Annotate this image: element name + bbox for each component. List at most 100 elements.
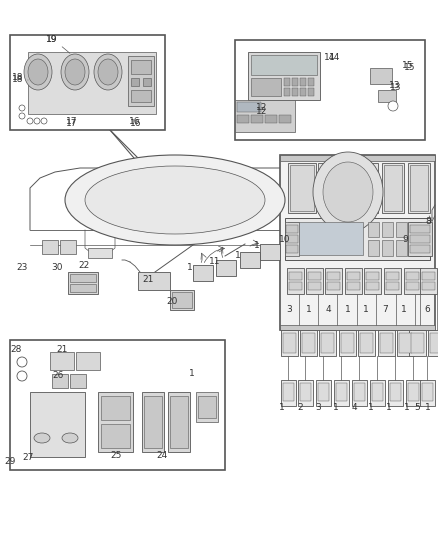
Bar (382, 163, 404, 213)
Bar (408, 163, 430, 213)
Text: 15: 15 (404, 62, 416, 71)
Text: 16: 16 (130, 119, 142, 128)
Bar (308, 272, 321, 280)
Bar (142, 392, 164, 452)
Bar (42, 240, 58, 254)
Text: 1: 1 (279, 403, 285, 413)
Text: 1: 1 (333, 403, 339, 413)
Text: 5: 5 (414, 403, 420, 413)
Bar (352, 380, 367, 406)
Bar (235, 40, 425, 140)
Bar (306, 268, 323, 294)
Bar (378, 330, 395, 356)
Ellipse shape (85, 166, 265, 234)
Text: 1: 1 (363, 305, 369, 314)
Text: 16: 16 (129, 117, 141, 126)
Bar (408, 222, 432, 256)
Ellipse shape (17, 357, 27, 367)
Bar (290, 165, 314, 211)
Bar (386, 282, 399, 290)
Bar (339, 330, 356, 356)
Bar (345, 268, 362, 294)
Bar (364, 268, 381, 294)
Bar (360, 333, 373, 353)
Bar (235, 100, 295, 132)
Bar (289, 282, 302, 290)
Bar (198, 396, 216, 418)
Text: 18: 18 (12, 76, 24, 85)
Bar (98, 392, 133, 452)
Bar (316, 380, 331, 406)
Bar (237, 102, 261, 112)
Text: 18: 18 (12, 72, 24, 82)
Ellipse shape (24, 54, 52, 90)
Text: 22: 22 (78, 261, 90, 270)
Bar (420, 268, 437, 294)
Bar (284, 78, 290, 86)
Bar (128, 56, 154, 106)
Text: 7: 7 (382, 305, 388, 314)
Bar (281, 380, 296, 406)
Bar (366, 282, 379, 290)
Bar (300, 88, 306, 96)
Bar (422, 383, 433, 401)
Bar (384, 268, 401, 294)
Bar (70, 274, 96, 282)
Bar (170, 290, 194, 310)
Text: 1: 1 (254, 241, 260, 251)
Bar (386, 272, 399, 280)
Bar (248, 52, 320, 100)
Bar (410, 245, 430, 253)
Bar (368, 222, 379, 237)
Bar (397, 330, 414, 356)
Ellipse shape (65, 155, 285, 245)
Bar (308, 88, 314, 96)
Bar (285, 218, 430, 260)
Bar (319, 330, 336, 356)
Text: 30: 30 (51, 263, 63, 272)
Bar (300, 383, 311, 401)
Bar (399, 333, 412, 353)
Text: 1: 1 (386, 403, 392, 413)
Bar (382, 240, 393, 256)
Text: 1: 1 (404, 403, 410, 413)
Bar (237, 115, 249, 123)
Ellipse shape (98, 59, 118, 85)
Text: 1: 1 (425, 403, 431, 413)
Text: 17: 17 (66, 117, 78, 126)
Bar (321, 333, 334, 353)
Bar (406, 282, 419, 290)
Bar (279, 115, 291, 123)
Bar (292, 88, 298, 96)
Bar (281, 330, 298, 356)
Bar (70, 284, 96, 292)
Bar (406, 272, 419, 280)
Text: 26: 26 (52, 370, 64, 379)
Bar (378, 90, 396, 102)
Bar (318, 163, 378, 213)
Bar (382, 222, 393, 237)
Text: 9: 9 (402, 236, 408, 245)
Bar (286, 235, 298, 243)
Bar (101, 396, 130, 420)
Bar (410, 165, 428, 211)
Bar (408, 383, 419, 401)
Text: 29: 29 (4, 457, 16, 466)
Ellipse shape (28, 59, 48, 85)
Text: 1: 1 (401, 305, 407, 314)
Bar (430, 333, 438, 353)
Text: 1: 1 (189, 368, 195, 377)
Bar (287, 268, 304, 294)
Text: 11: 11 (209, 257, 221, 266)
Bar (325, 268, 342, 294)
Bar (131, 60, 151, 74)
Bar (396, 222, 407, 237)
Ellipse shape (94, 54, 122, 90)
Bar (410, 225, 430, 233)
Text: 3: 3 (315, 403, 321, 413)
Text: 1: 1 (187, 263, 193, 272)
Text: 28: 28 (11, 344, 22, 353)
Text: 27: 27 (22, 454, 34, 463)
Bar (411, 333, 424, 353)
Bar (143, 78, 151, 86)
